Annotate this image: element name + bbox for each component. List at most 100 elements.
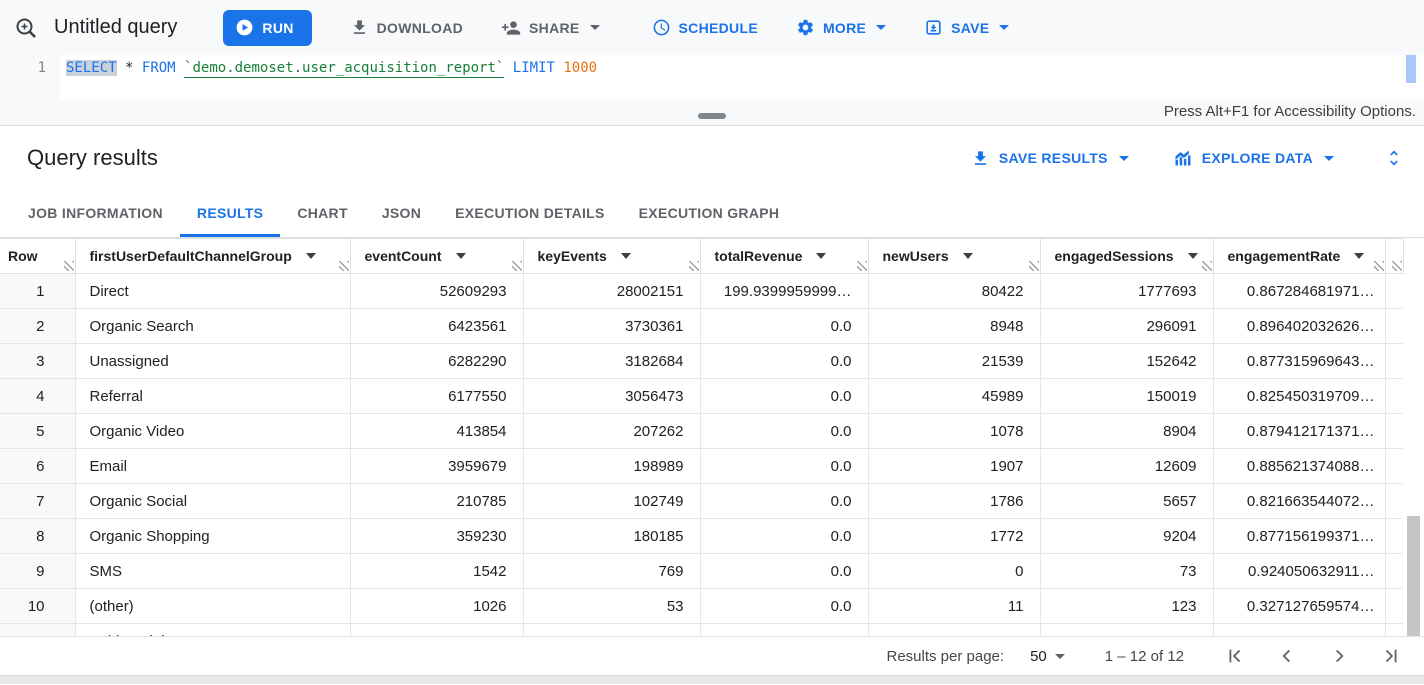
column-resize-handle[interactable]: [1373, 261, 1384, 271]
results-per-page-label: Results per page:: [886, 647, 1005, 665]
column-resize-handle[interactable]: [1391, 261, 1402, 271]
column-header-keyEvents: keyEvents: [523, 238, 701, 274]
sql-keyword-from: FROM: [141, 60, 176, 76]
table-cell: 413854: [350, 413, 524, 449]
sort-dropdown-icon[interactable]: [620, 253, 631, 259]
table-cell: 3056473: [523, 378, 701, 414]
column-label: engagementRate: [1227, 248, 1341, 264]
table-row: 2 Organic Search 6423561 3730361 0.0 8948 2960…: [0, 308, 1403, 344]
clock-icon: [652, 18, 671, 37]
more-button[interactable]: MORE: [796, 18, 887, 37]
line-number: 1: [0, 55, 60, 100]
sql-editor[interactable]: 1 SELECT * FROM `demo.demoset.user_acqui…: [0, 55, 1424, 100]
column-resize-handle[interactable]: [511, 261, 522, 271]
sort-dropdown-icon[interactable]: [1187, 253, 1198, 259]
table-scrollbar-thumb[interactable]: [1407, 516, 1420, 636]
run-button[interactable]: RUN: [223, 9, 312, 46]
column-header-eventCount: eventCount: [350, 238, 524, 274]
query-results-header: Query results SAVE RESULTS EXPLORE DATA: [0, 126, 1424, 190]
chevron-right-icon: [1336, 649, 1344, 663]
table-cell: 73: [1040, 553, 1214, 589]
chevron-down-icon: [1118, 155, 1129, 161]
sql-line[interactable]: SELECT * FROM `demo.demoset.user_acquisi…: [60, 55, 597, 100]
expand-results-button[interactable]: [1384, 148, 1404, 168]
column-resize-handle[interactable]: [1028, 261, 1039, 271]
sort-dropdown-icon[interactable]: [455, 253, 466, 259]
table-cell: 9204: [1040, 518, 1214, 554]
table-cell: 11: [868, 588, 1041, 624]
tab-chart[interactable]: CHART: [297, 205, 348, 221]
tab-json[interactable]: JSON: [381, 205, 422, 221]
chevron-down-icon: [1054, 653, 1065, 659]
table-cell-extra: [1385, 483, 1403, 519]
results-table: Row firstUserDefaultChannelGroup eventCoun…: [0, 238, 1404, 636]
column-header-firstUserDefaultChannelGroup: firstUserDefaultChannelGroup: [75, 238, 351, 274]
table-cell: 199.9399959999…: [700, 273, 869, 309]
row-number-cell: 10: [0, 588, 76, 624]
explore-data-button[interactable]: EXPLORE DATA: [1173, 148, 1334, 168]
table-cell: 0.0: [700, 448, 869, 484]
table-row: 5 Organic Video 413854 207262 0.0 1078 8904 0.8…: [0, 413, 1403, 449]
save-button[interactable]: SAVE: [924, 18, 1010, 37]
download-button[interactable]: DOWNLOAD: [350, 18, 463, 37]
column-resize-handle[interactable]: [688, 261, 699, 271]
row-number-cell: 1: [0, 273, 76, 309]
schedule-button[interactable]: SCHEDULE: [652, 18, 758, 37]
table-cell: 0.0: [700, 343, 869, 379]
table-cell: 152642: [1040, 343, 1214, 379]
table-cell: SMS: [75, 553, 351, 589]
pagination-bar: Results per page: 50 1 – 12 of 12: [0, 636, 1424, 675]
table-cell: 0.0: [700, 518, 869, 554]
table-cell: 12609: [1040, 448, 1214, 484]
table-row: 9 SMS 1542 769 0.0 0 73 0.924050632911…: [0, 553, 1403, 589]
sort-dropdown-icon[interactable]: [816, 253, 827, 259]
column-resize-handle[interactable]: [1201, 261, 1212, 271]
table-row: 4 Referral 6177550 3056473 0.0 45989 150019 0.8…: [0, 378, 1403, 414]
sort-dropdown-icon[interactable]: [962, 253, 973, 259]
column-resize-handle[interactable]: [856, 261, 867, 271]
column-header-totalRevenue: totalRevenue: [700, 238, 869, 274]
table-cell: 0.0: [700, 378, 869, 414]
tab-execution-details[interactable]: EXECUTION DETAILS: [455, 205, 605, 221]
first-page-button[interactable]: [1224, 645, 1246, 667]
table-cell: 28002151: [523, 273, 701, 309]
table-cell-extra: [1385, 553, 1403, 589]
table-cell: 1.0: [1213, 623, 1386, 636]
table-cell: 53: [523, 588, 701, 624]
next-page-button[interactable]: [1328, 645, 1350, 667]
column-resize-handle[interactable]: [338, 261, 349, 271]
table-row: 7 Organic Social 210785 102749 0.0 1786 5657 0.…: [0, 483, 1403, 519]
sort-dropdown-icon[interactable]: [305, 253, 316, 259]
last-page-button[interactable]: [1380, 645, 1402, 667]
tab-execution-graph[interactable]: EXECUTION GRAPH: [638, 205, 780, 221]
table-row: 6 Email 3959679 198989 0.0 1907 12609 0.8856213…: [0, 448, 1403, 484]
table-cell: 150019: [1040, 378, 1214, 414]
share-button[interactable]: SHARE: [501, 18, 600, 38]
tab-job-information[interactable]: JOB INFORMATION: [28, 205, 163, 221]
table-cell: 0.0: [700, 413, 869, 449]
chevron-down-icon: [589, 25, 600, 30]
table-cell: 0.0: [700, 588, 869, 624]
sort-dropdown-icon[interactable]: [1354, 253, 1365, 259]
page-size-select[interactable]: 50: [1030, 648, 1065, 665]
column-label: engagedSessions: [1054, 248, 1174, 264]
column-label: totalRevenue: [714, 248, 803, 264]
table-cell: 0.825450319709…: [1213, 378, 1386, 414]
column-label: firstUserDefaultChannelGroup: [89, 248, 292, 264]
column-resize-handle[interactable]: [63, 261, 74, 271]
column-label: eventCount: [364, 248, 442, 264]
sql-limit-value: 1000: [563, 60, 598, 76]
window-bottom-strip: [0, 675, 1424, 684]
table-cell: 0.885621374088…: [1213, 448, 1386, 484]
page-range-label: 1 – 12 of 12: [1104, 647, 1184, 665]
sql-table-reference[interactable]: `demo.demoset.user_acquisition_report`: [184, 60, 505, 78]
save-results-button[interactable]: SAVE RESULTS: [971, 149, 1129, 168]
sql-keyword-limit: LIMIT: [512, 60, 555, 76]
previous-page-button[interactable]: [1276, 645, 1298, 667]
table-cell: 8948: [868, 308, 1041, 344]
chevron-down-icon: [999, 25, 1010, 30]
tab-results[interactable]: RESULTS: [179, 190, 281, 237]
editor-scrollbar-thumb[interactable]: [1406, 55, 1416, 83]
table-cell: 0.867284681971…: [1213, 273, 1386, 309]
splitter-handle[interactable]: [698, 113, 726, 119]
